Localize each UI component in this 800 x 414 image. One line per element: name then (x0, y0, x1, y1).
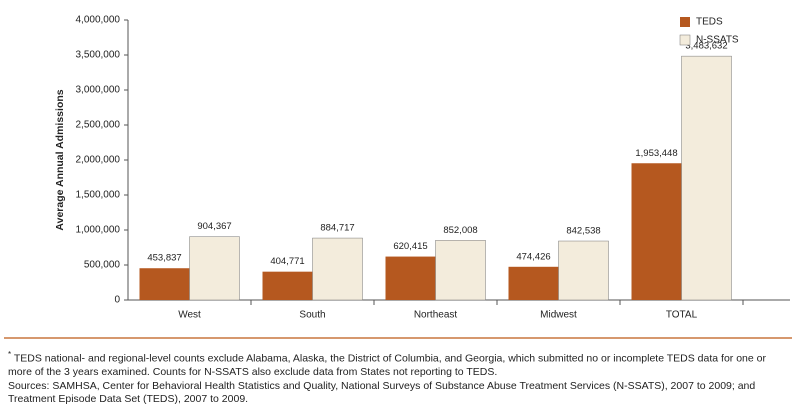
x-tick-label: South (299, 310, 325, 321)
value-label: 453,837 (147, 253, 181, 264)
value-label: 852,008 (443, 225, 477, 236)
footnote: * TEDS national- and regional-level coun… (8, 348, 788, 379)
bar (139, 268, 190, 300)
footnote-marker: * (8, 350, 12, 359)
bar (558, 240, 609, 301)
y-tick-label: 500,000 (84, 260, 121, 271)
bar (435, 240, 486, 301)
value-label: 404,771 (270, 256, 304, 267)
y-tick-label: 0 (114, 295, 120, 306)
value-label: 904,367 (197, 221, 231, 232)
legend-swatch (679, 34, 691, 46)
y-tick-label: 2,000,000 (76, 155, 121, 166)
bar (189, 236, 240, 301)
chart: Average Annual Admissions 0 500,000 1,000,… (4, 15, 792, 339)
bar (385, 256, 436, 300)
bar (631, 163, 682, 300)
bar (681, 55, 732, 301)
y-tick-label: 3,500,000 (76, 50, 121, 61)
y-tick-label: 1,500,000 (76, 190, 121, 201)
x-tick-label: TOTAL (666, 310, 698, 321)
value-label: 474,426 (516, 251, 550, 262)
legend-swatch (680, 17, 690, 27)
bar (508, 266, 559, 300)
y-axis-label: Average Annual Admissions (54, 89, 66, 230)
y-tick-label: 1,000,000 (76, 225, 121, 236)
bar (312, 237, 363, 301)
value-label: 620,415 (393, 241, 427, 252)
value-label: 842,538 (566, 226, 600, 237)
sources: Sources: SAMHSA, Center for Behavioral H… (8, 380, 756, 405)
y-tick-label: 3,000,000 (76, 85, 121, 96)
legend-label: TEDS (696, 17, 723, 28)
y-tick-label: 2,500,000 (76, 120, 121, 131)
value-label: 1,953,448 (635, 148, 677, 159)
y-tick-label: 4,000,000 (76, 15, 121, 26)
legend-label: N-SSATS (696, 35, 739, 46)
value-label: 3,483,632 (685, 41, 727, 52)
bar (262, 271, 313, 300)
x-tick-label: Midwest (540, 310, 577, 321)
x-tick-label: Northeast (414, 310, 458, 321)
footnote-text: TEDS national- and regional-level counts… (8, 352, 766, 378)
x-tick-label: West (178, 310, 201, 321)
value-label: 884,717 (320, 223, 354, 234)
